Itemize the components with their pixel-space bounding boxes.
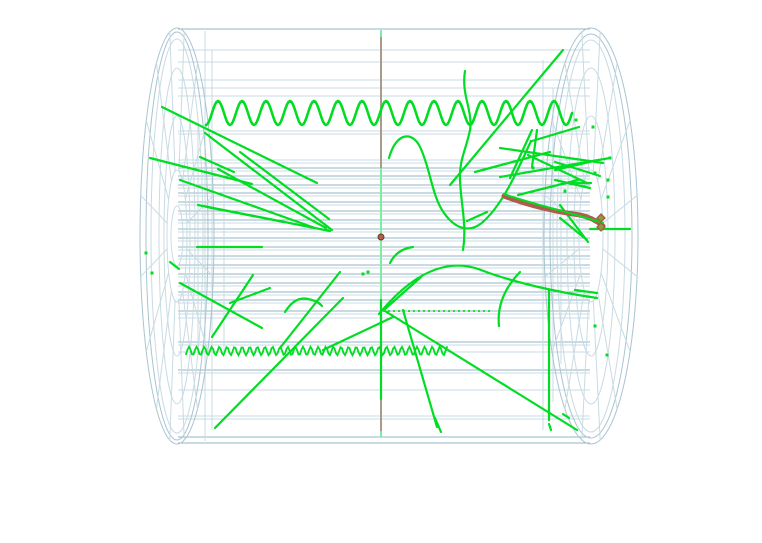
detector-wireframe (139, 27, 639, 445)
hit-dots (144, 118, 612, 357)
right-endcap (543, 27, 639, 445)
track-segments (148, 48, 632, 434)
vertex-marker (377, 233, 385, 241)
heavy-track (501, 193, 606, 229)
helical-tracks (185, 99, 574, 358)
diamond-markers (596, 213, 606, 232)
left-endcap (139, 27, 215, 445)
